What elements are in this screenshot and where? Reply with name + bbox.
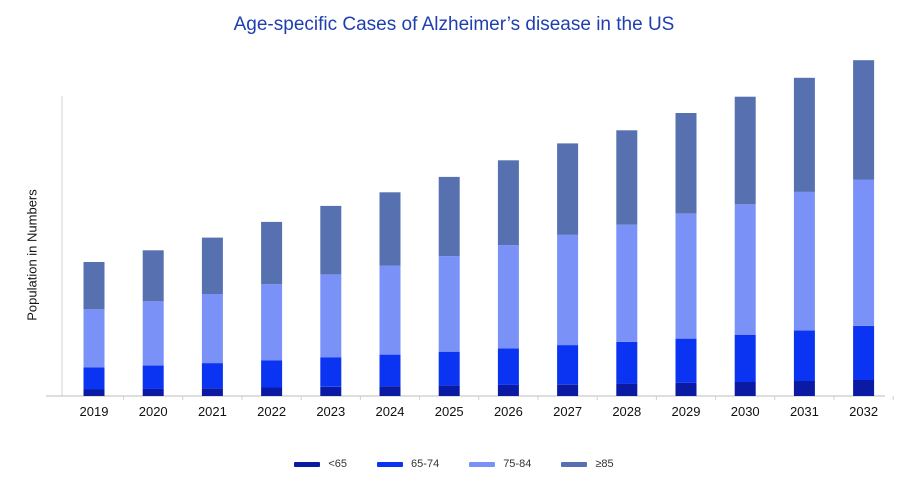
bar-2028-series-2 <box>616 224 638 342</box>
x-tick-label: 2024 <box>376 404 405 419</box>
bar-2025-series-1 <box>438 351 460 386</box>
x-tick-label: 2030 <box>731 404 760 419</box>
bar-2027-series-0 <box>557 384 579 396</box>
bar-2030-series-2 <box>734 204 756 335</box>
bar-2028-series-1 <box>616 341 638 384</box>
bar-2025-series-2 <box>438 256 460 352</box>
bar-2023-series-2 <box>320 274 342 358</box>
bar-2022-series-0 <box>261 387 283 396</box>
bar-2032-series-2 <box>853 179 875 326</box>
bar-2022-series-3 <box>261 221 283 285</box>
x-tick-label: 2020 <box>139 404 168 419</box>
bar-2022-series-1 <box>261 360 283 388</box>
bar-2030-series-3 <box>734 96 756 205</box>
bar-2020-series-0 <box>142 388 164 396</box>
bar-2023-series-3 <box>320 205 342 275</box>
bar-2019-series-3 <box>83 262 105 310</box>
x-tick-label: 2032 <box>849 404 878 419</box>
bar-2028-series-0 <box>616 383 638 396</box>
bar-2019-series-1 <box>83 367 105 390</box>
bar-2028-series-3 <box>616 130 638 225</box>
x-tick-label: 2026 <box>494 404 523 419</box>
bar-2032-series-0 <box>853 380 875 396</box>
bar-2021-series-0 <box>201 388 223 396</box>
bar-2031-series-0 <box>793 381 815 396</box>
bar-2020-series-2 <box>142 301 164 366</box>
bar-2020-series-3 <box>142 250 164 302</box>
bar-2023-series-0 <box>320 386 342 396</box>
chart-title: Age-specific Cases of Alzheimer’s diseas… <box>233 14 675 35</box>
bar-2032-series-1 <box>853 325 875 380</box>
bar-2023-series-1 <box>320 357 342 387</box>
x-tick-label: 2029 <box>672 404 701 419</box>
bar-2030-series-0 <box>734 382 756 396</box>
bar-2029-series-3 <box>675 113 697 214</box>
legend-swatch <box>294 461 321 467</box>
bar-2031-series-1 <box>793 330 815 381</box>
bar-2027-series-3 <box>557 143 579 235</box>
bar-2027-series-1 <box>557 345 579 385</box>
x-tick-label: 2027 <box>553 404 582 419</box>
bar-2024-series-2 <box>379 265 401 355</box>
bar-2026-series-0 <box>497 384 519 396</box>
bar-2021-series-3 <box>201 237 223 294</box>
x-tick-label: 2021 <box>198 404 227 419</box>
bar-2024-series-3 <box>379 192 401 266</box>
x-tick-label: 2019 <box>80 404 109 419</box>
legend-label: 75-84 <box>503 458 532 470</box>
legend-swatch <box>377 461 404 467</box>
x-tick-label: 2025 <box>435 404 464 419</box>
legend-swatch <box>561 461 588 467</box>
legend-item: 65-74 <box>377 458 439 470</box>
bar-2029-series-0 <box>675 383 697 396</box>
bar-2029-series-2 <box>675 213 697 339</box>
bar-2029-series-1 <box>675 338 697 383</box>
chart-legend: <65 65-74 75-84 ≥85 <box>0 458 908 470</box>
bar-2025-series-3 <box>438 176 460 257</box>
bar-2032-series-3 <box>853 60 875 180</box>
bar-2031-series-2 <box>793 191 815 331</box>
legend-item: <65 <box>294 458 347 470</box>
bar-2027-series-2 <box>557 234 579 346</box>
x-tick-label: 2031 <box>790 404 819 419</box>
legend-swatch <box>469 461 496 467</box>
bar-2021-series-2 <box>201 294 223 364</box>
bar-2019-series-2 <box>83 309 105 368</box>
x-tick-label: 2022 <box>257 404 286 419</box>
x-tick-label: 2023 <box>316 404 345 419</box>
legend-label: ≥85 <box>595 458 614 470</box>
bar-2021-series-1 <box>201 363 223 389</box>
legend-item: 75-84 <box>469 458 531 470</box>
bar-2025-series-0 <box>438 385 460 396</box>
bar-2024-series-1 <box>379 354 401 387</box>
x-tick-label: 2028 <box>612 404 641 419</box>
legend-label: 65-74 <box>411 458 440 470</box>
legend-item: ≥85 <box>561 458 614 470</box>
bar-2031-series-3 <box>793 77 815 192</box>
bar-2019-series-0 <box>83 389 105 396</box>
bar-2026-series-2 <box>497 245 519 349</box>
bar-2020-series-1 <box>142 365 164 389</box>
bar-2022-series-2 <box>261 284 283 361</box>
legend-label: <65 <box>328 458 348 470</box>
bar-2024-series-0 <box>379 386 401 396</box>
bar-2026-series-3 <box>497 160 519 246</box>
bar-2026-series-1 <box>497 348 519 385</box>
bar-2030-series-1 <box>734 334 756 382</box>
